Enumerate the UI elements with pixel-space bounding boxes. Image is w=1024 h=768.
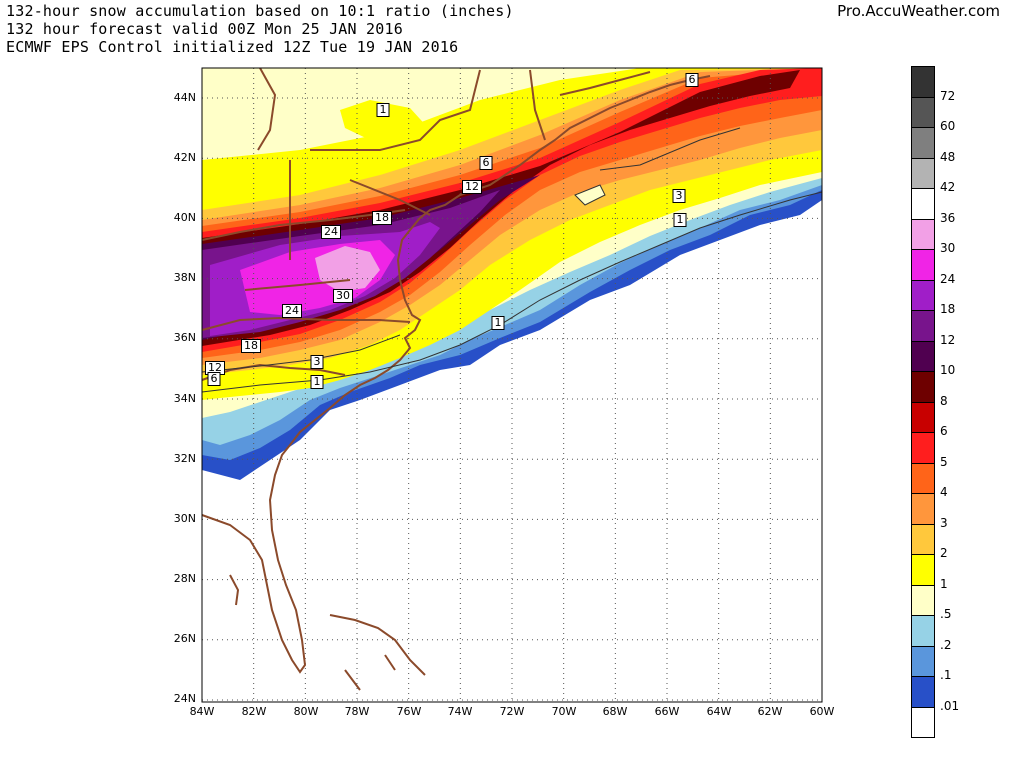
legend-swatch-bottom: [911, 707, 935, 738]
lon-label-62w: 62W: [757, 705, 783, 718]
contour-label: 18: [241, 339, 261, 353]
legend-swatch: [911, 341, 935, 372]
lon-label-66w: 66W: [654, 705, 680, 718]
legend-swatch: [911, 97, 935, 128]
lon-label-70w: 70W: [551, 705, 577, 718]
lat-label-24n: 24N: [173, 692, 196, 705]
contour-label: 24: [282, 304, 302, 318]
lon-label-76w: 76W: [396, 705, 422, 718]
lat-label-34n: 34N: [173, 392, 196, 405]
legend-swatch: [911, 219, 935, 250]
legend-swatch: [911, 280, 935, 311]
lon-label-60w: 60W: [809, 705, 835, 718]
lon-label-78w: 78W: [344, 705, 370, 718]
lon-label-68w: 68W: [602, 705, 628, 718]
contour-label: 12: [205, 361, 225, 375]
lat-label-26n: 26N: [173, 632, 196, 645]
legend-label: 12: [940, 332, 956, 347]
legend-label: .5: [940, 607, 952, 621]
legend-swatch: [911, 677, 935, 708]
legend-label: 72: [940, 88, 956, 103]
lat-label-38n: 38N: [173, 271, 196, 284]
legend-label: 10: [940, 363, 956, 377]
contour-label: 3: [672, 189, 686, 203]
brand-label: Pro.AccuWeather.com: [837, 2, 1000, 20]
legend-label: 5: [940, 454, 948, 469]
legend-label: 48: [940, 149, 956, 164]
legend-label: 60: [940, 119, 956, 133]
legend-swatch: [911, 463, 935, 494]
legend-swatch: [911, 128, 935, 159]
legend-label: 36: [940, 210, 956, 225]
contour-label: 1: [376, 103, 390, 117]
legend-swatch: [911, 372, 935, 403]
legend-label: .1: [940, 668, 952, 682]
legend-swatch: [911, 189, 935, 220]
contour-label: 6: [479, 156, 493, 170]
contour-label: 3: [310, 355, 324, 369]
contour-label: 6: [685, 73, 699, 87]
legend-swatch: [911, 402, 935, 433]
contour-lines: [201, 127, 823, 393]
legend-swatch: [911, 158, 935, 189]
legend-label: 30: [940, 241, 956, 255]
legend-swatch: [911, 433, 935, 464]
legend-swatch: [911, 555, 935, 586]
lat-label-44n: 44N: [173, 91, 196, 104]
legend-label: 18: [940, 302, 956, 316]
legend-label: .2: [940, 637, 952, 652]
legend-swatch: [911, 616, 935, 647]
legend-label: 3: [940, 515, 948, 530]
legend-swatch: [911, 66, 935, 98]
contour-label: 24: [321, 225, 341, 239]
legend-swatch: [911, 585, 935, 616]
map-frame: [201, 67, 823, 703]
legend-label: 4: [940, 485, 948, 499]
legend-label: 2: [940, 546, 948, 560]
lat-label-42n: 42N: [173, 151, 196, 164]
lat-label-40n: 40N: [173, 211, 196, 224]
legend-swatch: [911, 646, 935, 677]
lat-label-36n: 36N: [173, 331, 196, 344]
lon-label-64w: 64W: [706, 705, 732, 718]
contour-label: 1: [491, 316, 505, 330]
contour-label: 12: [462, 180, 482, 194]
lon-label-80w: 80W: [293, 705, 319, 718]
lon-label-74w: 74W: [447, 705, 473, 718]
legend-swatch: [911, 494, 935, 525]
legend-label: 8: [940, 393, 948, 408]
lat-lon-grid: [202, 68, 822, 702]
legend-swatch: [911, 250, 935, 281]
forecast-valid-time: 132 hour forecast valid 00Z Mon 25 JAN 2…: [6, 20, 403, 38]
legend-label: .01: [940, 698, 960, 713]
legend-label: 6: [940, 424, 948, 438]
lat-label-32n: 32N: [173, 452, 196, 465]
legend-label: 1: [940, 576, 948, 591]
contour-label: 1: [310, 375, 324, 389]
lon-label-82w: 82W: [241, 705, 267, 718]
lat-label-30n: 30N: [173, 512, 196, 525]
chart-title: 132-hour snow accumulation based on 10:1…: [6, 2, 514, 20]
legend-label: 42: [940, 180, 956, 194]
lat-label-28n: 28N: [173, 572, 196, 585]
legend-swatch: [911, 311, 935, 342]
legend-swatch: [911, 524, 935, 555]
lon-label-84w: 84W: [189, 705, 215, 718]
legend-label: 24: [940, 271, 956, 286]
coastline-outline: [201, 67, 711, 691]
contour-label: 1: [673, 213, 687, 227]
contour-label: 30: [333, 289, 353, 303]
contour-label: 6: [207, 372, 221, 386]
contour-label: 18: [372, 211, 392, 225]
color-legend: [911, 66, 935, 738]
model-init-info: ECMWF EPS Control initialized 12Z Tue 19…: [6, 38, 459, 56]
lon-label-72w: 72W: [499, 705, 525, 718]
